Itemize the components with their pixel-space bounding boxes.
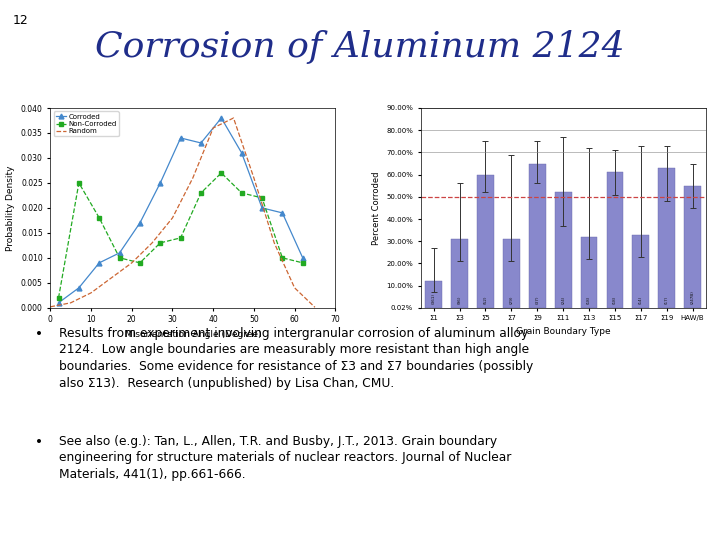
Corroded bbox=[176, 135, 185, 141]
Bar bbox=[684, 186, 701, 308]
Text: Results from experiment involving intergranular corrosion of aluminum alloy
2124: Results from experiment involving interg… bbox=[59, 327, 534, 390]
Random bbox=[229, 115, 238, 122]
Corroded bbox=[258, 205, 266, 211]
Non-Corroded bbox=[176, 234, 185, 241]
Text: (18): (18) bbox=[587, 296, 591, 305]
Text: (52): (52) bbox=[483, 296, 487, 305]
Random bbox=[168, 214, 177, 221]
Text: •: • bbox=[35, 435, 42, 449]
Non-Corroded bbox=[156, 240, 165, 246]
Corroded bbox=[278, 210, 287, 216]
Bar bbox=[477, 174, 494, 308]
Text: •: • bbox=[35, 327, 42, 341]
Random bbox=[148, 240, 156, 246]
Text: See also (e.g.): Tan, L., Allen, T.R. and Busby, J.T., 2013. Grain boundary
engi: See also (e.g.): Tan, L., Allen, T.R. an… bbox=[59, 435, 511, 481]
Corroded bbox=[135, 220, 144, 226]
Random bbox=[107, 275, 116, 281]
Random bbox=[189, 175, 197, 181]
Text: (37): (37) bbox=[535, 296, 539, 305]
Random bbox=[127, 260, 136, 266]
Random bbox=[87, 289, 96, 296]
Bar bbox=[632, 234, 649, 308]
Text: (14): (14) bbox=[639, 296, 643, 305]
Random bbox=[66, 300, 75, 306]
Legend: Corroded, Non-Corroded, Random: Corroded, Non-Corroded, Random bbox=[54, 111, 119, 137]
Text: (24): (24) bbox=[561, 296, 565, 305]
Non-Corroded bbox=[278, 255, 287, 261]
Corroded bbox=[156, 180, 165, 186]
Text: (18): (18) bbox=[613, 296, 617, 305]
Non-Corroded bbox=[54, 295, 63, 301]
Bar bbox=[451, 239, 468, 308]
Text: (361): (361) bbox=[432, 293, 436, 305]
Non-Corroded bbox=[258, 195, 266, 201]
Corroded bbox=[95, 260, 104, 266]
Bar bbox=[529, 164, 546, 308]
Corroded bbox=[75, 285, 84, 291]
Corroded bbox=[197, 140, 205, 146]
Corroded bbox=[298, 255, 307, 261]
Line: Non-Corroded: Non-Corroded bbox=[56, 171, 305, 300]
Y-axis label: Probability Density: Probability Density bbox=[6, 165, 15, 251]
Non-Corroded bbox=[217, 170, 225, 176]
Bar bbox=[658, 168, 675, 308]
Text: (96): (96) bbox=[458, 296, 462, 305]
Text: 12: 12 bbox=[13, 14, 29, 26]
Non-Corroded bbox=[298, 260, 307, 266]
Text: (29): (29) bbox=[509, 296, 513, 305]
Non-Corroded bbox=[75, 180, 84, 186]
Corroded bbox=[54, 300, 63, 306]
Y-axis label: Percent Corroded: Percent Corroded bbox=[372, 171, 381, 245]
Corroded bbox=[217, 115, 225, 122]
Non-Corroded bbox=[238, 190, 246, 196]
Corroded bbox=[238, 150, 246, 156]
Random bbox=[46, 303, 55, 310]
Random bbox=[250, 175, 258, 181]
Random bbox=[310, 304, 319, 310]
Text: (17): (17) bbox=[665, 296, 669, 305]
Corroded bbox=[115, 249, 124, 256]
Random bbox=[270, 240, 279, 246]
Text: Corrosion of Aluminum 2124: Corrosion of Aluminum 2124 bbox=[95, 30, 625, 64]
X-axis label: Grain Boundary Type: Grain Boundary Type bbox=[516, 327, 611, 336]
Non-Corroded bbox=[115, 255, 124, 261]
Random bbox=[290, 285, 299, 291]
Bar bbox=[606, 172, 624, 308]
Non-Corroded bbox=[135, 260, 144, 266]
Line: Corroded: Corroded bbox=[56, 116, 305, 305]
Bar bbox=[426, 281, 442, 308]
X-axis label: Misorientation Angle (Degree): Misorientation Angle (Degree) bbox=[125, 330, 261, 339]
Non-Corroded bbox=[197, 190, 205, 196]
Text: (247B): (247B) bbox=[690, 291, 695, 305]
Line: Random: Random bbox=[50, 118, 315, 307]
Bar bbox=[503, 239, 520, 308]
Random bbox=[209, 125, 217, 131]
Bar bbox=[554, 192, 572, 308]
Bar bbox=[580, 237, 598, 308]
Non-Corroded bbox=[95, 214, 104, 221]
